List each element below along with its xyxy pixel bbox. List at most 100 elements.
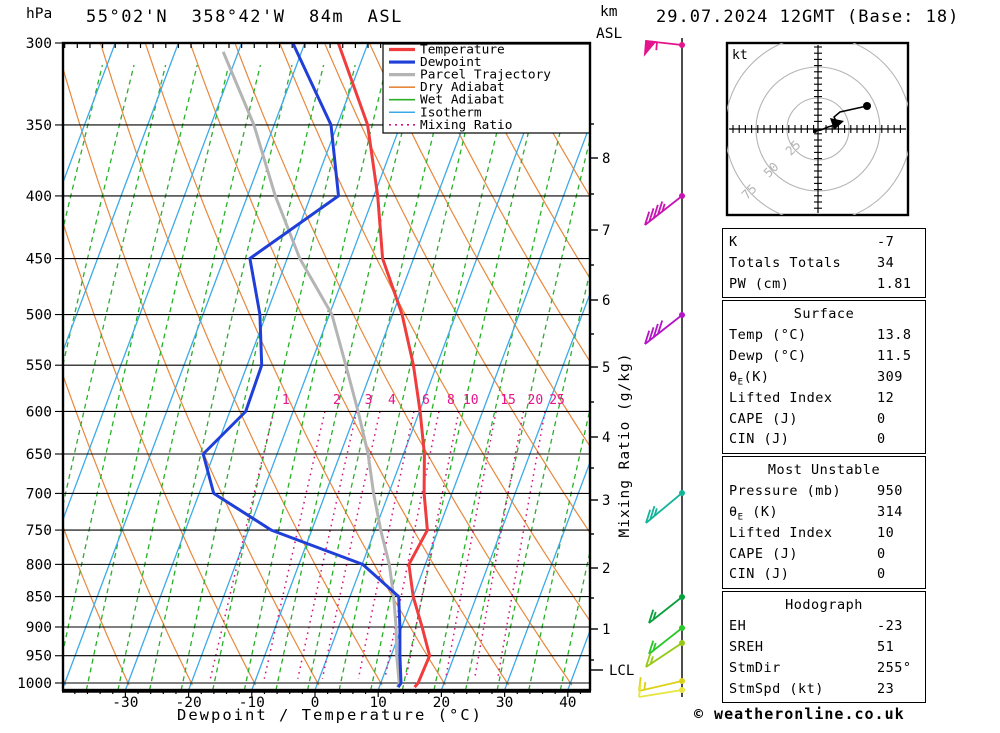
barb-feather-full	[644, 211, 651, 226]
temperature-tick-label: -20	[175, 695, 201, 711]
svg-text:2: 2	[333, 393, 341, 408]
barb-feather-half	[649, 656, 654, 665]
legend-label: Isotherm	[420, 105, 482, 120]
background-lattice	[63, 43, 590, 690]
mixing-ratio-axis-label: Mixing Ratio (g/kg)	[617, 353, 633, 538]
info-row: PW (cm) 1.81	[729, 274, 919, 295]
info-row-label: Totals Totals	[729, 254, 842, 271]
info-row: StmSpd (kt) 23	[729, 679, 919, 700]
info-row-value: 34	[877, 254, 895, 271]
info-row: CIN (J) 0	[729, 564, 919, 585]
info-row-label: CAPE (J)	[729, 545, 799, 562]
pressure-tick-label: 550	[26, 358, 52, 374]
pressure-tick-label: 600	[26, 404, 52, 420]
barb-feather-half	[653, 508, 658, 517]
altitude-axis-unit-km: km	[600, 4, 618, 20]
svg-text:20: 20	[528, 393, 544, 408]
info-row: CAPE (J) 0	[729, 544, 919, 565]
info-row: Totals Totals 34	[729, 253, 919, 274]
svg-text:15: 15	[500, 393, 516, 408]
info-row: Pressure (mb) 950	[729, 481, 919, 502]
km-tick-label: 8	[602, 151, 610, 167]
info-row-value: 10	[877, 524, 895, 541]
pressure-tick-labels: 300 350 400 450 500 550 600 650 700 750 800 850 900 9…	[17, 36, 52, 692]
temperature-ticks	[64, 43, 584, 697]
info-row-value: 314	[877, 503, 903, 520]
barb-feather-full	[649, 505, 656, 520]
hodograph-ticks	[732, 46, 901, 209]
info-row-value: 23	[877, 680, 895, 697]
info-row-value: 12	[877, 389, 895, 406]
barb-feather-half	[652, 642, 657, 651]
wind-barb	[644, 312, 685, 345]
svg-text:1: 1	[282, 393, 290, 408]
legend-label: Mixing Ratio	[420, 118, 512, 133]
pressure-tick-label: 850	[26, 590, 52, 606]
info-row: CAPE (J) 0	[729, 409, 919, 430]
copyright-watermark: © weatheronline.co.uk	[694, 705, 905, 723]
info-row-value: 255°	[877, 659, 912, 676]
info-row-label: K	[729, 234, 738, 250]
info-row-value: 0	[877, 410, 886, 427]
mixing-ratio-lines	[209, 411, 546, 679]
wind-barb	[638, 683, 685, 698]
wind-barb	[644, 193, 685, 226]
info-panel-title: Surface	[793, 306, 855, 323]
info-row-label: Dewp (°C)	[729, 348, 807, 365]
hodograph-trace-start	[813, 129, 817, 133]
info-row-value: 0	[877, 431, 886, 448]
barb-feather-half	[661, 203, 666, 212]
barb-feather-full	[645, 653, 652, 668]
pressure-tick-label: 800	[26, 557, 52, 573]
barb-feather-full	[657, 201, 664, 216]
svg-text:3: 3	[365, 393, 373, 408]
temperature-tick-label: 40	[559, 695, 576, 711]
km-asl-ticks	[590, 123, 603, 671]
barb-feather-full	[648, 609, 655, 624]
info-row-label: Temp (°C)	[729, 327, 807, 344]
info-row: θE (K) 314	[729, 502, 919, 523]
info-row-label: Lifted Index	[729, 524, 833, 541]
km-tick-label: 4	[602, 430, 610, 446]
dewpoint-curve	[201, 43, 403, 689]
info-row: Lifted Index 10	[729, 523, 919, 544]
barb-feather-full	[652, 323, 659, 338]
info-panel-title: Most Unstable	[767, 462, 881, 479]
pressure-tick-label: 350	[26, 118, 52, 134]
barb-feather-half	[655, 42, 658, 51]
info-row: Lifted Index 12	[729, 388, 919, 409]
km-tick-label: 5	[602, 360, 610, 376]
barb-feather-full	[648, 327, 655, 341]
station-title: 55°02'N 358°42'W 84m ASL	[86, 7, 403, 27]
info-row-value: 51	[877, 638, 895, 655]
legend-label: Parcel Trajectory	[420, 68, 551, 83]
info-row-label: CIN (J)	[729, 431, 790, 448]
info-row-label: θE (K)	[729, 503, 779, 523]
barb-feather-full	[645, 509, 652, 524]
sounding-curves	[201, 43, 432, 689]
wind-barb	[643, 40, 685, 57]
pressure-tick-label: 750	[26, 523, 52, 539]
info-panel: Most Unstable Pressure (mb) 950 θE (K) 314 Li…	[722, 456, 926, 590]
info-row: EH -23	[729, 616, 919, 637]
info-row-value: 0	[877, 545, 886, 562]
temperature-curve	[336, 43, 432, 689]
info-row-label: Lifted Index	[729, 389, 833, 406]
pressure-tick-label: 1000	[17, 676, 52, 692]
hodograph-unit-label: kt	[732, 48, 748, 63]
pressure-tick-label: 300	[26, 36, 52, 52]
pressure-tick-label: 900	[26, 620, 52, 636]
info-row-value: 0	[877, 566, 886, 583]
info-row-label: CAPE (J)	[729, 410, 799, 427]
mixing-ratio-labels: 1 2 3 4 6 8 10 15 20 25	[282, 393, 565, 408]
svg-text:25: 25	[549, 393, 565, 408]
info-row-value: -23	[877, 618, 903, 635]
km-tick-label: 7	[602, 223, 610, 239]
temperature-tick-label: 0	[311, 695, 320, 711]
temperature-axis-label: Dewpoint / Temperature (°C)	[177, 706, 483, 724]
info-row-value: 309	[877, 368, 903, 385]
pressure-tick-label: 700	[26, 486, 52, 502]
info-panel-title: Hodograph	[785, 597, 863, 614]
km-tick-label: 1	[602, 622, 610, 638]
